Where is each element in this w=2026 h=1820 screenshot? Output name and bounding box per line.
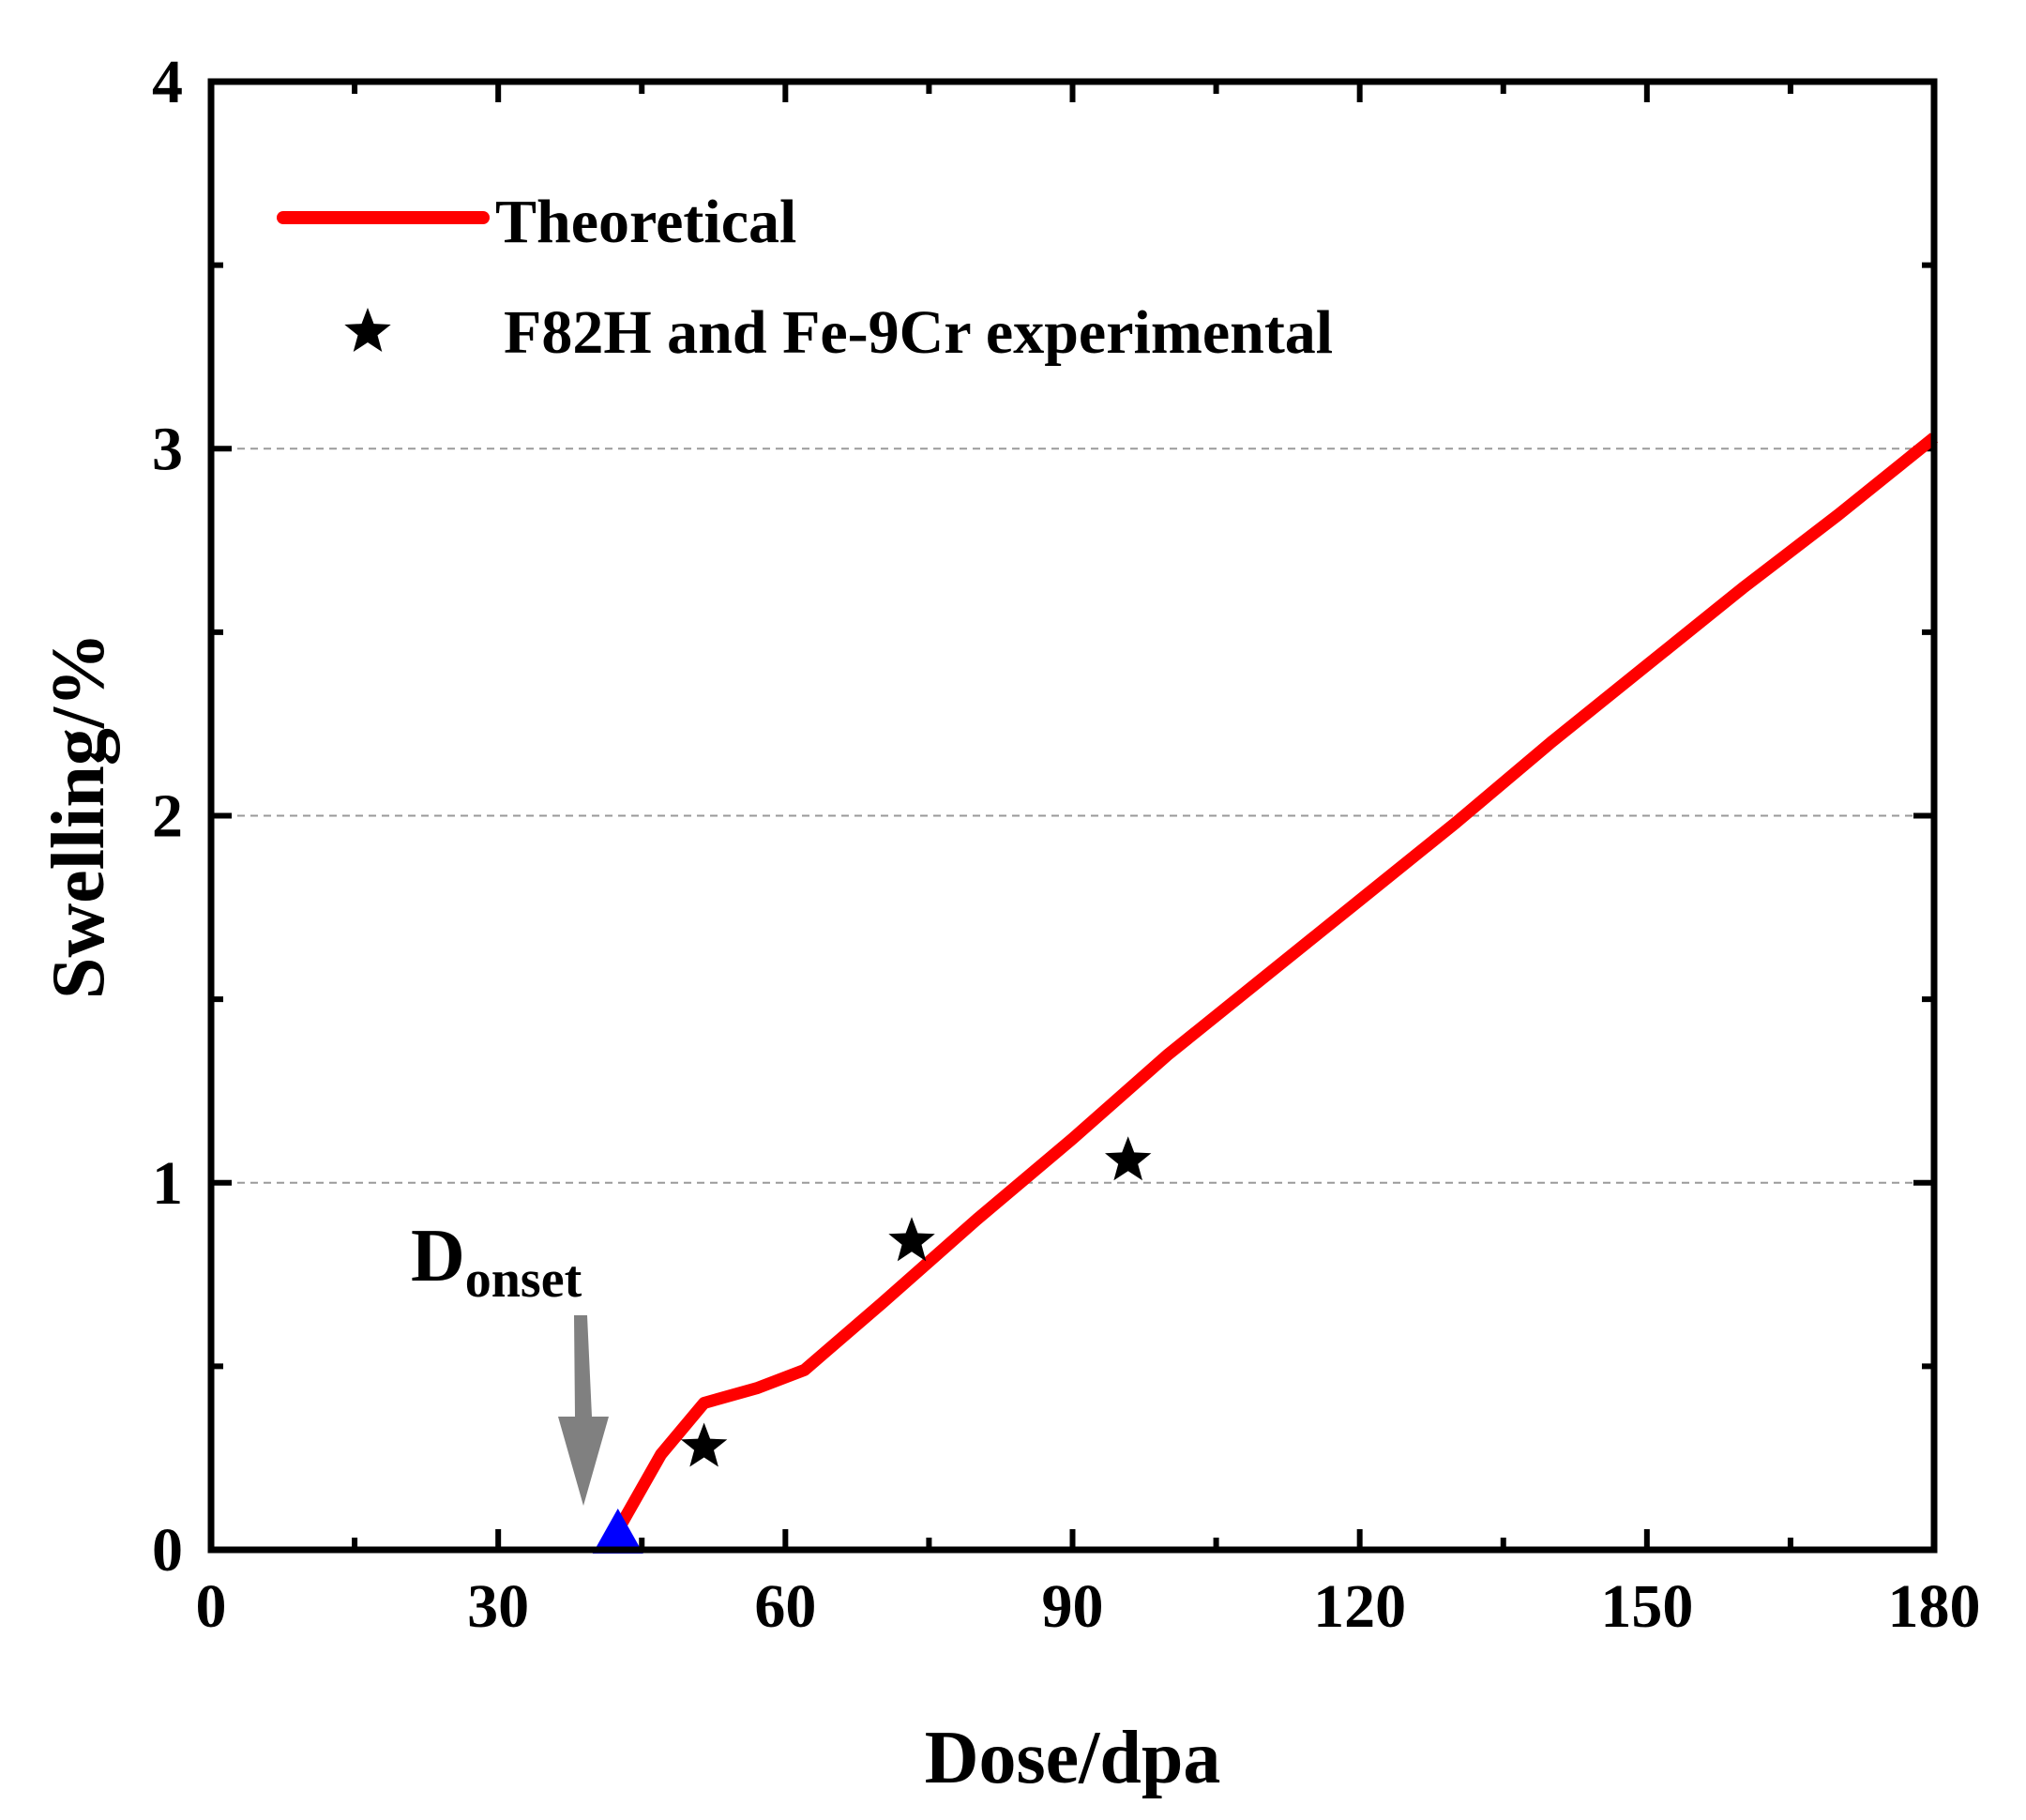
tick-labels: 0 30 60 90 120 150 180 0 1 2 3 4 bbox=[152, 48, 1981, 1641]
onset-annotation: Donset bbox=[411, 1215, 609, 1506]
x-tick-label: 60 bbox=[754, 1572, 816, 1641]
onset-label-main: D bbox=[411, 1215, 465, 1297]
experimental-point bbox=[680, 1422, 728, 1467]
legend-star-marker bbox=[344, 308, 391, 352]
experimental-point bbox=[888, 1217, 935, 1262]
x-tick-label: 150 bbox=[1600, 1572, 1693, 1641]
x-axis-title: Dose/dpa bbox=[925, 1717, 1221, 1799]
plot-frame bbox=[207, 78, 1938, 1554]
gridlines bbox=[211, 447, 1934, 1184]
x-tick-label: 180 bbox=[1888, 1572, 1981, 1641]
onset-label-subscript: onset bbox=[465, 1251, 582, 1309]
onset-arrow bbox=[558, 1315, 609, 1506]
onset-label: Donset bbox=[411, 1215, 582, 1309]
legend-label-experimental: F82H and Fe-9Cr experimental bbox=[504, 298, 1333, 367]
y-tick-label: 1 bbox=[152, 1149, 183, 1218]
x-tick-label: 90 bbox=[1042, 1572, 1104, 1641]
y-tick-label: 2 bbox=[152, 782, 183, 851]
legend: Theoretical F82H and Fe-9Cr experimental bbox=[277, 188, 1333, 367]
y-tick-label: 3 bbox=[152, 415, 183, 483]
onset-triangle-marker bbox=[592, 1509, 643, 1554]
legend-label-theoretical: Theoretical bbox=[495, 188, 796, 256]
y-axis-title: Swelling/% bbox=[38, 632, 120, 999]
theoretical-line bbox=[607, 432, 1939, 1542]
x-tick-label: 120 bbox=[1313, 1572, 1406, 1641]
x-tick-label: 0 bbox=[196, 1572, 227, 1641]
y-tick-label: 4 bbox=[152, 48, 183, 116]
series-layer bbox=[592, 432, 1939, 1554]
y-tick-label: 0 bbox=[152, 1516, 183, 1585]
experimental-point bbox=[1105, 1136, 1152, 1181]
x-tick-label: 30 bbox=[467, 1572, 529, 1641]
